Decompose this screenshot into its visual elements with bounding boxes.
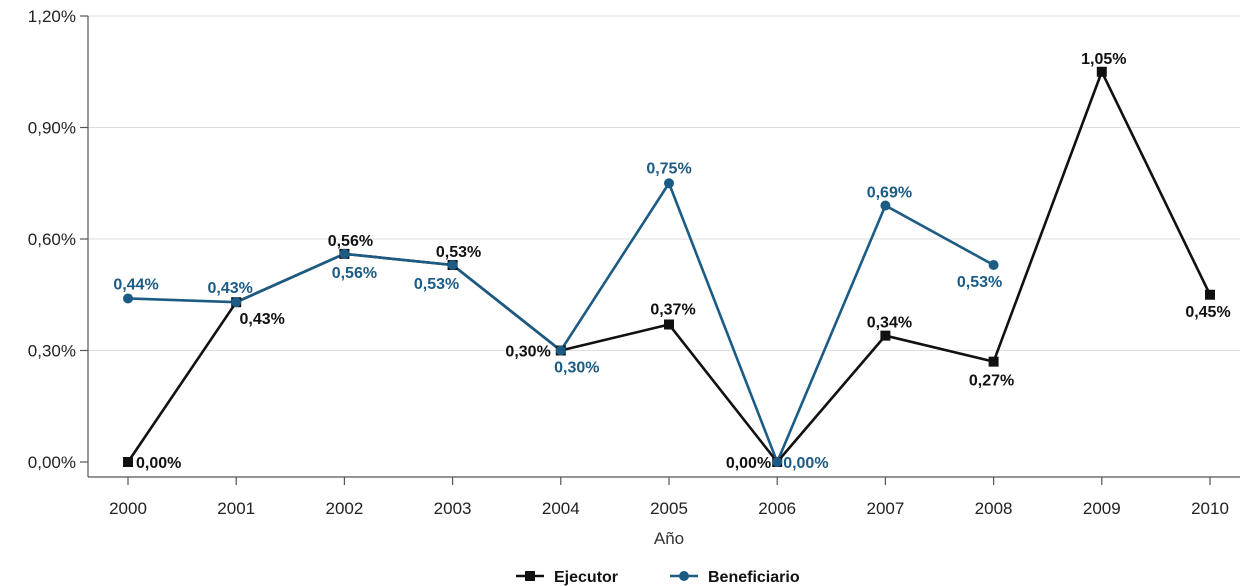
legend-marker-square <box>525 571 535 581</box>
marker-ejecutor <box>988 356 999 367</box>
data-label-ejecutor: 0,37% <box>650 301 695 318</box>
data-label-ejecutor: 1,05% <box>1081 51 1126 68</box>
marker-beneficiario <box>123 293 133 304</box>
data-label-ejecutor: 0,34% <box>867 315 912 332</box>
data-label-ejecutor: 0,30% <box>505 344 550 361</box>
data-label-beneficiario: 0,43% <box>208 280 253 297</box>
x-tick-label: 2000 <box>109 499 147 518</box>
x-tick-label: 2002 <box>325 499 363 518</box>
x-tick-label: 2010 <box>1191 499 1229 518</box>
y-tick-label: 0,00% <box>28 453 76 472</box>
marker-beneficiario <box>772 457 783 467</box>
marker-ejecutor <box>123 457 133 467</box>
x-tick-label: 2003 <box>434 499 472 518</box>
legend-label: Ejecutor <box>554 569 618 586</box>
marker-beneficiario <box>447 260 458 271</box>
data-label-beneficiario: 0,53% <box>414 276 459 293</box>
series-lines <box>126 70 1212 464</box>
marker-ejecutor <box>1205 289 1215 300</box>
grid-lines <box>88 15 1240 351</box>
marker-ejecutor <box>880 330 891 341</box>
data-labels: 0,00% 0,43% 0,56% 0,53% 0,30% 0,37% 0,00% 0,34%… <box>113 51 1230 472</box>
series-line-ejecutor <box>126 70 1212 464</box>
data-label-ejecutor: 0,00% <box>726 455 771 472</box>
legend-item-ejecutor: Ejecutor <box>516 569 618 586</box>
x-tick-label: 2001 <box>217 499 255 518</box>
marker-beneficiario <box>339 248 350 259</box>
axes: 0,00% 0,30% 0,60% 0,90% 1,20% 2000 2001 2002 200… <box>28 7 1240 518</box>
data-label-ejecutor: 0,45% <box>1185 304 1230 321</box>
marker-beneficiario <box>555 345 566 356</box>
legend-item-beneficiario: Beneficiario <box>670 569 800 586</box>
marker-beneficiario <box>231 297 242 308</box>
legend: Ejecutor Beneficiario <box>516 569 800 586</box>
marker-beneficiario <box>880 200 891 211</box>
data-label-beneficiario: 0,00% <box>783 455 828 472</box>
y-tick-label: 0,30% <box>28 342 76 361</box>
legend-label: Beneficiario <box>708 569 800 586</box>
data-label-ejecutor: 0,27% <box>969 373 1014 390</box>
x-tick-label: 2009 <box>1083 499 1121 518</box>
x-tick-label: 2005 <box>650 499 688 518</box>
marker-ejecutor <box>664 319 674 330</box>
marker-beneficiario <box>988 260 999 271</box>
data-label-ejecutor: 0,56% <box>328 233 373 250</box>
data-label-ejecutor: 0,00% <box>136 455 181 472</box>
data-label-beneficiario: 0,53% <box>957 274 1002 291</box>
y-tick-label: 0,60% <box>28 230 76 249</box>
legend-marker-circle <box>679 571 689 581</box>
x-tick-label: 2007 <box>866 499 904 518</box>
data-label-beneficiario: 0,75% <box>646 160 691 177</box>
x-tick-label: 2006 <box>758 499 796 518</box>
x-tick-label: 2008 <box>975 499 1013 518</box>
data-label-beneficiario: 0,44% <box>113 276 158 293</box>
y-tick-label: 1,20% <box>28 7 76 26</box>
data-label-ejecutor: 0,53% <box>436 244 481 261</box>
marker-beneficiario <box>664 178 674 189</box>
x-tick-label: 2004 <box>542 499 580 518</box>
x-axis-title: Año <box>654 529 684 548</box>
data-label-beneficiario: 0,56% <box>332 265 377 282</box>
marker-ejecutor <box>1096 66 1107 77</box>
data-label-beneficiario: 0,69% <box>867 185 912 202</box>
data-label-beneficiario: 0,30% <box>554 360 599 377</box>
series-markers <box>123 66 1215 467</box>
y-tick-label: 0,90% <box>28 119 76 138</box>
data-label-ejecutor: 0,43% <box>240 311 285 328</box>
